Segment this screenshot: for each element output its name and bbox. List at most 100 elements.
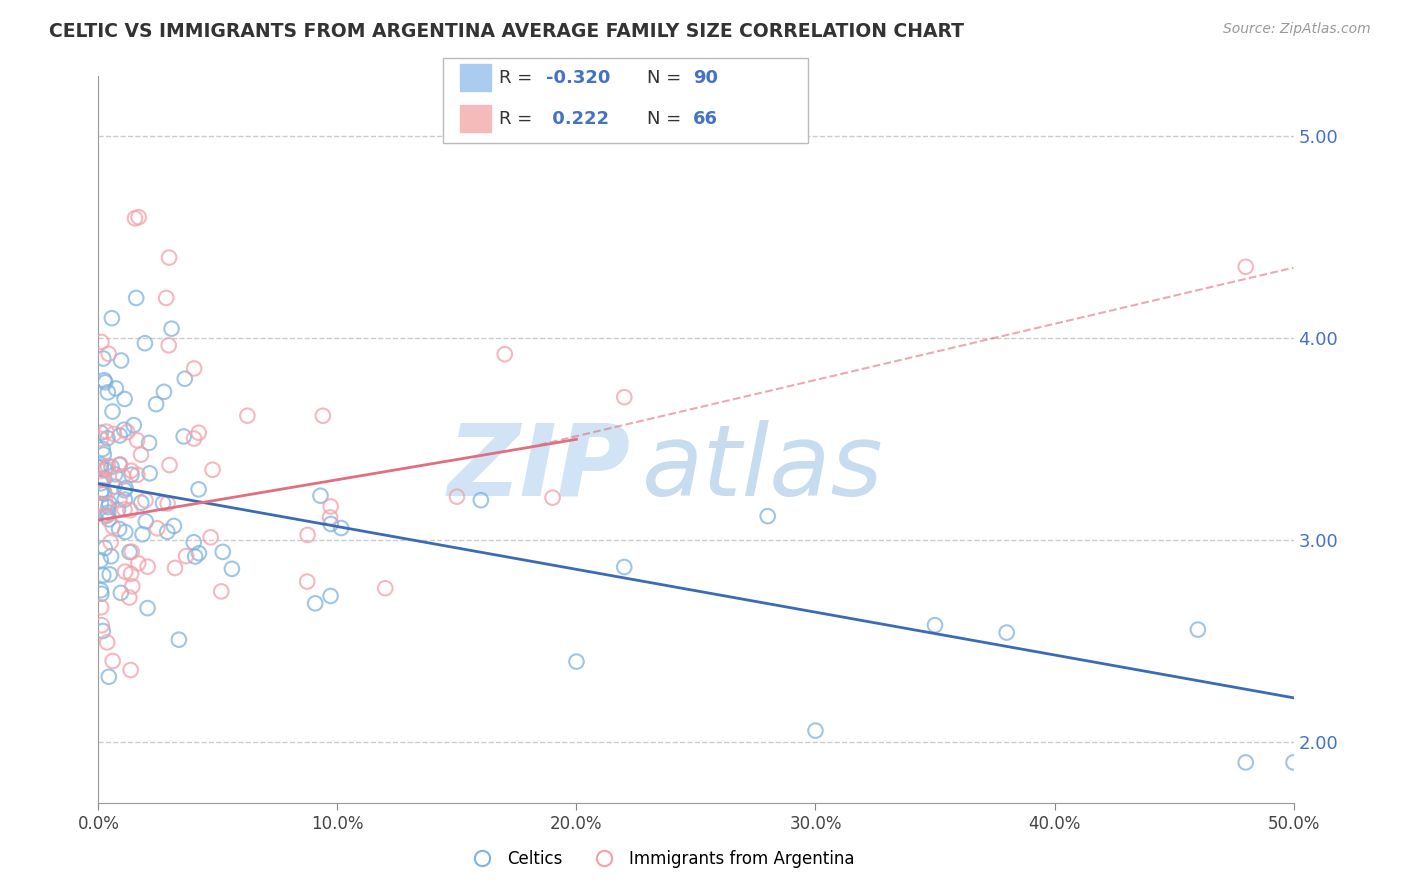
Point — [312, 409, 335, 423]
Point — [157, 338, 180, 352]
Point — [295, 574, 318, 589]
Point — [183, 432, 205, 446]
Point — [167, 632, 190, 647]
Point — [136, 601, 159, 615]
Point — [114, 483, 136, 498]
Point — [1282, 756, 1305, 770]
Point — [114, 502, 136, 516]
Point — [90, 334, 112, 349]
Text: 90: 90 — [693, 69, 718, 87]
Point — [236, 409, 259, 423]
Point — [209, 584, 232, 599]
Point — [100, 535, 122, 549]
Point — [138, 467, 160, 481]
Point — [319, 589, 342, 603]
Point — [541, 491, 564, 505]
Point — [98, 496, 121, 510]
Point — [136, 559, 159, 574]
Point — [97, 385, 120, 400]
Point — [211, 545, 233, 559]
Text: 0.222: 0.222 — [546, 110, 609, 128]
Point — [120, 566, 142, 581]
Point — [107, 503, 129, 517]
Point — [108, 428, 131, 442]
Point — [120, 464, 142, 478]
Point — [122, 418, 145, 433]
Point — [494, 347, 516, 361]
Point — [90, 464, 112, 478]
Point — [157, 251, 180, 265]
Text: N =: N = — [647, 69, 686, 87]
Point — [97, 458, 120, 473]
Point — [101, 311, 124, 326]
Point — [374, 581, 396, 595]
Point — [90, 587, 112, 601]
Point — [156, 524, 179, 539]
Point — [134, 336, 156, 351]
Point — [187, 483, 209, 497]
Point — [91, 624, 114, 638]
Point — [97, 506, 120, 520]
Point — [804, 723, 827, 738]
Point — [100, 549, 122, 564]
Point — [114, 565, 136, 579]
Point — [93, 473, 115, 487]
Point — [1187, 623, 1209, 637]
Point — [90, 476, 112, 491]
Point — [319, 500, 342, 514]
Point — [470, 493, 492, 508]
Point — [121, 467, 143, 482]
Point — [110, 586, 132, 600]
Point — [90, 600, 112, 615]
Point — [110, 353, 132, 368]
Point — [114, 492, 136, 507]
Point — [1234, 260, 1257, 274]
Point — [98, 567, 121, 582]
Point — [93, 498, 115, 512]
Text: N =: N = — [647, 110, 686, 128]
Point — [184, 549, 207, 564]
Text: R =: R = — [499, 110, 538, 128]
Point — [200, 530, 222, 544]
Point — [104, 479, 127, 493]
Point — [138, 435, 160, 450]
Point — [112, 423, 135, 437]
Point — [134, 493, 156, 508]
Point — [127, 467, 149, 482]
Point — [114, 481, 136, 495]
Point — [221, 562, 243, 576]
Point — [108, 458, 131, 472]
Point — [127, 557, 149, 571]
Legend: Celtics, Immigrants from Argentina: Celtics, Immigrants from Argentina — [458, 843, 862, 874]
Point — [319, 510, 342, 524]
Point — [91, 351, 114, 366]
Text: atlas: atlas — [643, 420, 884, 516]
Point — [153, 384, 176, 399]
Point — [93, 486, 115, 500]
Text: -0.320: -0.320 — [546, 69, 610, 87]
Point — [124, 211, 146, 226]
Point — [118, 545, 141, 559]
Point — [163, 519, 186, 533]
Point — [96, 508, 118, 523]
Point — [125, 291, 148, 305]
Point — [96, 461, 118, 475]
Point — [201, 463, 224, 477]
Point — [756, 509, 779, 524]
Point — [108, 492, 131, 507]
Point — [91, 483, 114, 497]
Text: ZIP: ZIP — [447, 420, 630, 516]
Point — [96, 431, 118, 445]
Point — [117, 425, 139, 439]
Point — [93, 484, 115, 499]
Point — [159, 458, 181, 472]
Point — [93, 373, 115, 387]
Point — [152, 496, 174, 510]
Point — [114, 392, 136, 406]
Point — [121, 545, 143, 559]
Point — [93, 447, 115, 461]
Point — [297, 528, 319, 542]
Point — [108, 457, 131, 471]
Point — [94, 541, 117, 555]
Point — [128, 210, 150, 224]
